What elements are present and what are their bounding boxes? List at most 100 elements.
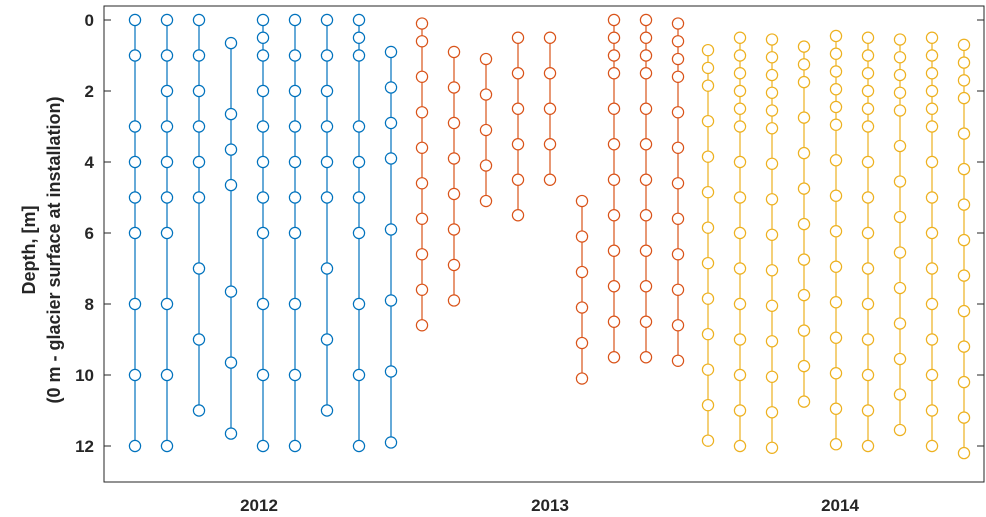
string-2013-9 [671,17,685,367]
sensor-point [797,324,811,337]
sensor-point [639,244,653,257]
string-2013-5 [543,31,557,186]
sensor-point [861,333,875,346]
sensor-point [352,226,366,240]
sensor-point [224,427,238,440]
sensor-point [415,319,429,332]
string-2014-2 [733,31,747,453]
sensor-point [893,68,907,82]
sensor-point [639,67,653,80]
sensor-point [192,84,206,98]
sensor-point [829,118,843,131]
sensor-point [925,49,939,62]
sensor-point [765,157,779,170]
y-tick-label: 0 [85,11,94,30]
sensor-point [320,262,334,275]
string-2013-2 [447,45,461,307]
sensor-point [671,106,685,119]
sensor-point [829,438,843,451]
sensor-point [957,38,971,52]
sensor-point [543,67,557,80]
sensor-point [701,292,715,305]
sensor-point [671,283,685,296]
sensor-point [861,84,875,98]
string-2012-3 [192,13,206,417]
sensor-point [384,81,398,94]
sensor-point [765,370,779,383]
sensor-point [352,31,366,44]
sensor-point [733,155,747,169]
string-2013-3 [479,52,493,208]
sensor-point [861,404,875,417]
sensor-point [733,120,747,133]
sensor-point [671,212,685,225]
sensor-point [511,67,525,80]
sensor-point [320,191,334,204]
series-2012 [128,13,398,453]
sensor-point [733,368,747,382]
sensor-point [479,159,493,172]
sensor-point [256,191,270,204]
sensor-point [701,434,715,447]
sensor-point [893,51,907,64]
sensor-point [607,13,621,27]
sensor-point [797,75,811,89]
sensor-point [701,150,715,163]
sensor-point [384,152,398,165]
sensor-point [447,152,461,165]
sensor-point [733,67,747,80]
sensor-point [861,31,875,44]
sensor-point [256,31,270,44]
x-axis: 2012 2013 2014 [240,496,859,515]
sensor-point [957,304,971,318]
sensor-point [575,265,589,279]
sensor-point [415,177,429,190]
sensor-point [192,120,206,133]
string-2014-9 [957,38,971,460]
sensor-point [447,223,461,236]
string-2012-4 [224,36,238,440]
sensor-point [352,191,366,204]
sensor-point [320,120,334,133]
sensor-point [543,102,557,115]
sensor-point [479,88,493,101]
sensor-point [733,226,747,240]
sensor-point [607,209,621,222]
sensor-point [701,256,715,270]
sensor-point [893,423,907,437]
sensor-point [957,74,971,87]
sensor-point [957,56,971,69]
sensor-point [511,31,525,44]
sensor-point [607,49,621,62]
sensor-point [925,333,939,346]
sensor-point [765,68,779,82]
string-2012-5 [256,13,270,453]
sensor-point [415,17,429,30]
sensor-point [925,439,939,453]
sensor-point [384,365,398,378]
sensor-point [575,372,589,385]
sensor-point [957,198,971,211]
sensor-point [797,146,811,160]
sensor-point [288,120,302,133]
sensor-point [829,65,843,78]
sensor-point [607,351,621,364]
sensor-point [256,13,270,27]
sensor-point [893,281,907,295]
sensor-point [224,143,238,156]
sensor-point [701,398,715,412]
sensor-point [224,285,238,298]
sensor-point [797,182,811,195]
y-tick-label: 2 [85,82,94,101]
y-tick-label: 6 [85,224,94,243]
sensor-point [607,102,621,115]
sensor-point [511,209,525,222]
sensor-point [256,297,270,311]
sensor-point [765,33,779,46]
x-category-label: 2014 [821,496,859,515]
string-2013-6 [575,194,589,385]
sensor-point [701,61,715,75]
sensor-point [511,138,525,151]
sensor-point [861,191,875,204]
sensor-point [733,297,747,311]
